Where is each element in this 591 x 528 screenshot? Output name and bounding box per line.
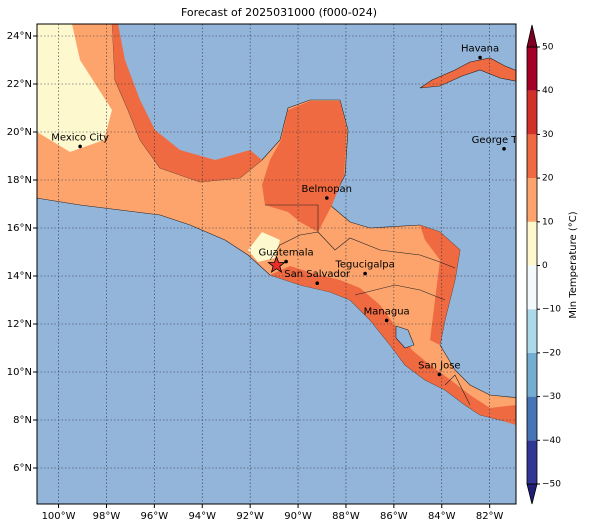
colorbar-tick-label: 30 [542, 130, 554, 140]
colorbar-extend-low [526, 483, 538, 505]
colorbar-tick-label: −30 [542, 392, 561, 402]
x-tick-label: 96°W [141, 511, 169, 522]
cities: Havana George Town Mexico City Belmopan Guat… [51, 44, 537, 377]
colorbar-tick-label: 20 [542, 174, 554, 184]
colorbar-segment [527, 309, 537, 353]
y-tick-label: 12°N [7, 319, 32, 330]
y-tick-label: 6°N [13, 463, 32, 474]
city-dot [502, 147, 506, 151]
x-tick-label: 98°W [93, 511, 121, 522]
lake-nicaragua [395, 325, 415, 349]
y-tick-label: 10°N [7, 367, 32, 378]
x-tick-label: 88°W [332, 511, 360, 522]
colorbar-tick-label: 50 [542, 43, 554, 53]
y-tick-label: 8°N [13, 415, 32, 426]
cuba [419, 57, 516, 89]
axes: 100°W 98°W 96°W 94°W 92°W 90°W 88°W 86°W 84°W 82°… [7, 31, 504, 522]
colorbar-tick-label: 0 [542, 261, 548, 271]
location-marker [267, 255, 286, 274]
colorbar-label: Min Temperature (°C) [568, 211, 579, 318]
city-label: San Salvador [284, 269, 351, 280]
colorbar-extend-high [526, 24, 538, 48]
x-tick-label: 86°W [380, 511, 408, 522]
city-label: Belmopan [302, 184, 352, 195]
hot-gulf [112, 24, 262, 182]
colorbar-segment [527, 352, 537, 397]
y-tick-label: 22°N [7, 79, 32, 90]
colorbar-segment [527, 178, 537, 222]
x-tick-label: 94°W [188, 511, 216, 522]
city-label: Havana [461, 44, 499, 55]
country-borders [354, 284, 446, 301]
colorbar-segment [527, 265, 537, 310]
country-borders [444, 374, 471, 406]
map-title: Forecast of 2025031000 (f000-024) [181, 6, 377, 19]
colorbar-tick-label: 40 [542, 86, 554, 96]
city-dot [363, 271, 367, 276]
y-tick-label: 24°N [7, 31, 32, 42]
city-label: Managua [364, 306, 410, 317]
x-tick-label: 84°W [428, 511, 456, 522]
colorbar: −50 −40 −30 −20 −10 0 10 20 30 40 50 [526, 24, 561, 505]
country-borders [265, 204, 319, 261]
x-tick-label: 100°W [42, 511, 76, 522]
y-tick-label: 18°N [7, 175, 32, 186]
city-label: Guatemala [259, 248, 314, 259]
y-tick-label: 20°N [7, 127, 32, 138]
colorbar-tick-label: −40 [542, 436, 561, 446]
colorbar-tick-label: 10 [542, 217, 554, 227]
city-dot [324, 196, 329, 200]
colorbar-segment [527, 440, 537, 484]
y-tick-label: 16°N [7, 223, 32, 234]
colorbar-segment [527, 134, 537, 179]
x-tick-label: 90°W [284, 511, 312, 522]
colorbar-segment [527, 396, 537, 441]
graticule [37, 24, 516, 504]
colorbar-segment [527, 47, 537, 91]
x-tick-label: 92°W [236, 511, 264, 522]
cool-region [37, 24, 112, 152]
map-area: Havana George Town Mexico City Belmopan Guat… [37, 24, 537, 504]
city-dot [478, 55, 482, 60]
cool-highland [248, 232, 280, 262]
city-dot [384, 318, 389, 323]
city-label: Mexico City [51, 132, 109, 143]
colorbar-tick-label: −20 [542, 348, 561, 358]
city-label: San Jose [418, 360, 460, 371]
colorbar-tick-label: −50 [542, 480, 561, 490]
hot-pacific [270, 266, 516, 425]
y-tick-label: 14°N [7, 271, 32, 282]
city-dot [78, 144, 82, 149]
country-borders [317, 231, 456, 269]
city-dot [437, 372, 442, 377]
map-frame [36, 23, 517, 505]
colorbar-segment [527, 90, 537, 135]
city-label: George Town [472, 135, 537, 146]
colorbar-segment [527, 221, 537, 266]
city-dot [315, 281, 320, 286]
x-tick-label: 82°W [476, 511, 504, 522]
hot-caribbean [420, 225, 460, 345]
colorbar-tick-label: −10 [542, 305, 561, 315]
city-label: Tegucigalpa [334, 260, 394, 271]
